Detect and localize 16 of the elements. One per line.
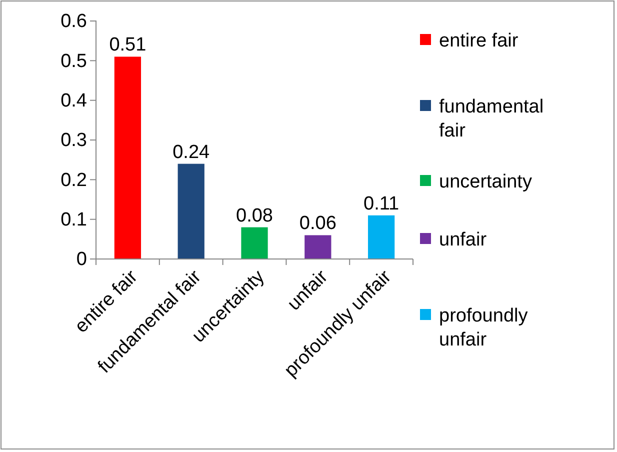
y-tick-label: 0.5 <box>60 50 87 72</box>
legend-label: entire fair <box>439 30 519 52</box>
y-tick-label: 0.2 <box>60 170 87 191</box>
data-label: 0.11 <box>364 193 400 214</box>
data-label: 0.51 <box>109 34 146 56</box>
y-tick-label: 0.1 <box>60 209 87 230</box>
legend-label: unfair <box>439 230 488 251</box>
legend-label: fundamental fair <box>439 96 544 142</box>
data-label: 0.06 <box>299 213 336 234</box>
y-tick-label: 0.4 <box>60 90 88 112</box>
legend-label: uncertainty <box>439 172 532 193</box>
data-label: 0.24 <box>172 142 210 163</box>
data-label: 0.08 <box>236 205 273 226</box>
y-tick-label: 0.3 <box>60 130 87 152</box>
y-tick-label: 0 <box>76 249 87 270</box>
y-tick-label: 0.6 <box>60 11 87 32</box>
